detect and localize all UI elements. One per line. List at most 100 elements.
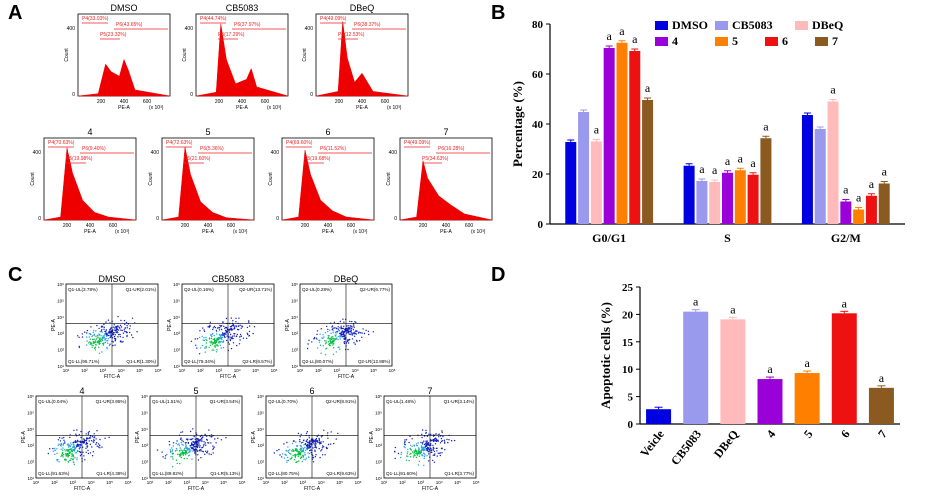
scatter-point bbox=[238, 329, 240, 331]
histogram-yzero: 0 bbox=[38, 216, 41, 222]
scatter-point bbox=[62, 449, 64, 451]
d-y-tick-label: 20 bbox=[622, 309, 634, 321]
panel-letter-b: B bbox=[491, 2, 506, 24]
scatter-xtick: 10⁵ bbox=[336, 480, 343, 485]
scatter-point bbox=[124, 327, 127, 329]
scatter-point bbox=[321, 337, 323, 339]
scatter-point bbox=[327, 335, 329, 337]
b-sig-label: a bbox=[856, 191, 862, 205]
scatter-point bbox=[434, 443, 437, 445]
histogram-xtick: 400 bbox=[86, 223, 95, 229]
scatter-xtick: 10² bbox=[315, 368, 322, 373]
histogram-ymax: 400 bbox=[151, 150, 160, 156]
scatter-point bbox=[57, 439, 59, 441]
scatter-point bbox=[240, 327, 242, 329]
scatter-point bbox=[183, 452, 185, 455]
scatter-point bbox=[92, 344, 94, 347]
scatter-point bbox=[229, 333, 232, 336]
scatter-point bbox=[86, 332, 88, 334]
scatter-point bbox=[339, 338, 341, 340]
panel-letter-d: D bbox=[491, 264, 506, 286]
histogram-xtick: 200 bbox=[181, 223, 190, 229]
histogram-title: 5 bbox=[205, 127, 210, 137]
b-sig-label: a bbox=[645, 81, 651, 95]
scatter-point bbox=[425, 445, 427, 447]
histogram-ylabel: Count bbox=[302, 48, 308, 62]
scatter-point bbox=[209, 344, 212, 347]
scatter-point bbox=[305, 457, 307, 459]
scatter-point bbox=[314, 456, 317, 458]
scatter-point bbox=[343, 342, 346, 345]
scatter-point bbox=[426, 443, 429, 445]
scatter-ylabel: PE-A bbox=[51, 319, 57, 331]
scatter-point bbox=[307, 343, 309, 345]
scatter-point bbox=[65, 454, 68, 457]
histogram-xtick: 600 bbox=[261, 99, 270, 105]
scatter-point bbox=[435, 440, 438, 443]
scatter-point bbox=[332, 353, 335, 355]
scatter-point bbox=[314, 444, 316, 446]
scatter-point bbox=[122, 332, 125, 334]
b-sig-label: a bbox=[843, 183, 849, 197]
scatter-point bbox=[348, 333, 350, 335]
scatter-point bbox=[189, 438, 191, 441]
scatter-ytick: 10⁶ bbox=[141, 394, 148, 399]
b-bar-2-4 bbox=[853, 209, 865, 224]
scatter-point bbox=[88, 341, 91, 343]
scatter-point bbox=[308, 456, 310, 459]
scatter-point bbox=[413, 450, 415, 452]
scatter-point bbox=[226, 335, 228, 337]
scatter-point bbox=[69, 436, 71, 439]
scatter-point bbox=[298, 460, 300, 462]
scatter-point bbox=[305, 459, 307, 461]
scatter-point bbox=[179, 447, 181, 449]
scatter-quadrant-label: Q2-LL(79.34%) bbox=[184, 359, 216, 364]
scatter-point bbox=[321, 445, 324, 447]
scatter-point bbox=[93, 329, 95, 332]
scatter-point bbox=[341, 327, 344, 330]
scatter-point bbox=[119, 327, 121, 329]
scatter-point bbox=[294, 456, 296, 458]
scatter-point bbox=[110, 336, 112, 338]
scatter-point bbox=[198, 439, 200, 442]
histogram-gate-label: P5(17.29%) bbox=[218, 32, 245, 38]
scatter-point bbox=[179, 462, 181, 465]
scatter-point bbox=[197, 445, 199, 447]
scatter-point bbox=[196, 347, 198, 349]
histogram-gate-label: P5(34.63%) bbox=[422, 156, 449, 162]
scatter-point bbox=[101, 351, 103, 353]
scatter-point bbox=[281, 456, 283, 458]
scatter-point bbox=[337, 326, 339, 328]
scatter-point bbox=[418, 449, 420, 451]
scatter-point bbox=[189, 448, 191, 451]
scatter-point bbox=[306, 431, 309, 433]
scatter-point bbox=[215, 329, 218, 332]
scatter-point bbox=[202, 450, 204, 453]
scatter-point bbox=[327, 341, 330, 343]
scatter-point bbox=[223, 333, 226, 335]
scatter-point bbox=[441, 452, 443, 454]
scatter-point bbox=[441, 430, 443, 432]
histogram-xtick: 200 bbox=[215, 99, 224, 105]
scatter-point bbox=[186, 439, 189, 441]
scatter-point bbox=[330, 332, 332, 334]
scatter-point bbox=[417, 442, 419, 444]
scatter-point bbox=[316, 338, 318, 341]
scatter-point bbox=[56, 452, 58, 454]
scatter-point bbox=[315, 438, 318, 440]
scatter-point bbox=[96, 442, 98, 444]
histogram-ymax: 400 bbox=[67, 26, 76, 32]
scatter-point bbox=[171, 447, 173, 449]
scatter-point bbox=[322, 441, 324, 443]
scatter-point bbox=[73, 448, 76, 450]
scatter-point bbox=[204, 351, 206, 353]
scatter-point bbox=[197, 454, 199, 456]
scatter-point bbox=[117, 332, 119, 334]
scatter-point bbox=[407, 448, 409, 451]
scatter-point bbox=[431, 439, 433, 441]
scatter-xtick: 10² bbox=[281, 480, 288, 485]
histogram-xtick: 200 bbox=[335, 99, 344, 105]
scatter-point bbox=[91, 346, 93, 348]
histogram-gate-label: P4(49.09%) bbox=[404, 140, 431, 146]
scatter-point bbox=[394, 446, 397, 449]
